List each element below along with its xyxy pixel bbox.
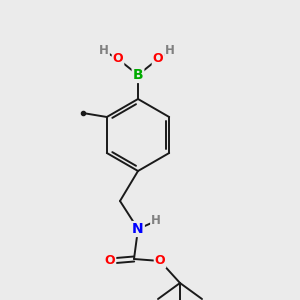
Text: H: H: [99, 44, 109, 58]
Text: O: O: [153, 52, 163, 65]
Text: H: H: [165, 44, 175, 58]
Text: N: N: [132, 222, 144, 236]
Text: H: H: [151, 214, 161, 227]
Text: O: O: [155, 254, 165, 268]
Text: B: B: [133, 68, 143, 82]
Text: O: O: [105, 254, 115, 268]
Text: O: O: [113, 52, 123, 65]
